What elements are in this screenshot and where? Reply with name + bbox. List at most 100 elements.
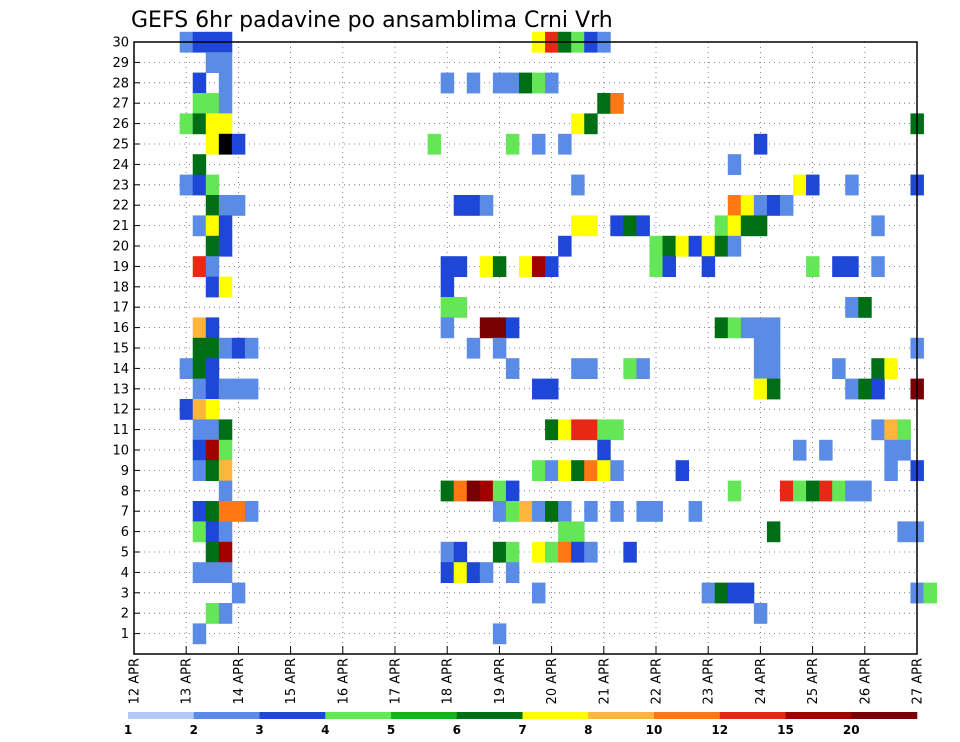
heatmap-cell [558,501,572,522]
heatmap-cell [766,317,781,339]
heatmap-cell [806,480,820,502]
x-tick-label: 14 APR [232,658,247,704]
heatmap-cell [492,501,507,522]
heatmap-cell [845,256,859,277]
heatmap-cell [740,582,755,604]
heatmap-cell [492,623,507,645]
heatmap-cell [192,174,207,196]
y-tick-label: 28 [112,76,129,91]
heatmap-cell [231,133,246,155]
heatmap-cell [545,541,559,563]
y-tick-label: 25 [112,138,129,153]
y-tick-label: 20 [112,240,129,255]
heatmap-cell [453,541,468,563]
heatmap-cell [584,541,598,563]
heatmap-cell [205,521,220,543]
y-tick-label: 6 [121,525,129,540]
heatmap-cell [218,541,233,563]
heatmap-cell [897,439,911,461]
heatmap-cell [492,72,507,94]
heatmap-cell [479,480,494,502]
heatmap-cell [218,133,233,155]
heatmap-cell [714,215,729,237]
heatmap-cell [701,256,716,277]
heatmap-cell [205,215,220,237]
heatmap-cell [505,480,520,502]
heatmap-cell [440,541,455,563]
colorbar-label: 6 [453,723,461,737]
y-tick-label: 10 [112,444,129,459]
heatmap-cell [492,337,507,359]
heatmap-cell [871,378,885,400]
colorbar-label: 4 [321,723,329,737]
heatmap-cell [884,439,898,461]
heatmap-cell [727,154,742,175]
colorbar-segment [325,712,392,719]
x-tick-label: 23 APR [702,658,717,704]
colorbar-label: 3 [255,723,263,737]
heatmap-cell [558,521,572,543]
heatmap-cell [845,480,859,502]
x-tick-label: 26 APR [858,658,873,704]
heatmap-cell [505,72,520,94]
heatmap-cell [492,480,507,502]
heatmap-cell [205,358,220,379]
x-tick-label: 18 APR [441,658,456,704]
heatmap-cell [623,358,637,379]
heatmap-cell [675,460,690,481]
y-tick-label: 2 [121,607,129,622]
x-tick-label: 21 APR [597,658,612,704]
chart-title: GEFS 6hr padavine po ansamblima Crni Vrh [131,8,613,33]
heatmap-cell [218,439,233,461]
heatmap-cell [753,337,768,359]
x-tick-label: 22 APR [650,658,665,704]
heatmap-cell [440,256,455,277]
colorbar-label: 10 [646,723,663,737]
heatmap-cell [740,195,755,216]
heatmap-cell [466,72,481,94]
heatmap-cell [179,358,194,379]
colorbar-segment [128,712,195,719]
heatmap-cell [584,215,598,237]
heatmap-cell [923,582,937,604]
heatmap-cell [571,215,585,237]
heatmap-cell [440,276,455,298]
heatmap-cell [871,215,885,237]
y-tick-label: 9 [121,464,129,479]
heatmap-cell [479,317,494,339]
heatmap-cell [205,256,220,277]
colorbar-segment [259,712,326,719]
y-tick-label: 1 [121,627,129,642]
heatmap-cell [832,358,846,379]
heatmap-cell [231,195,246,216]
heatmap-cell [218,113,233,135]
y-tick-label: 27 [112,97,129,112]
heatmap-cell [205,439,220,461]
heatmap-cell [753,317,768,339]
heatmap-cell [218,337,233,359]
heatmap-cell [779,195,794,216]
heatmap-cell [518,256,533,277]
heatmap-cell [649,501,663,522]
heatmap-cell [205,378,220,400]
heatmap-cell [832,480,846,502]
heatmap-cell [766,521,781,543]
heatmap-cell [205,317,220,339]
heatmap-cell [740,215,755,237]
heatmap-cell [793,439,807,461]
heatmap-cell [571,541,585,563]
heatmap-cell [192,562,207,583]
heatmap-cell [218,235,233,257]
colorbar-segment [456,712,523,719]
heatmap-cell [218,521,233,543]
y-tick-label: 7 [121,505,129,520]
y-tick-label: 8 [121,484,129,499]
heatmap-cell [571,460,585,481]
heatmap-cell [858,297,872,318]
heatmap-cell [727,235,742,257]
heatmap-cell [205,93,220,114]
y-tick-label: 13 [112,382,129,397]
heatmap-cell [532,541,546,563]
heatmap-cell [192,623,207,645]
heatmap-cell [558,541,572,563]
